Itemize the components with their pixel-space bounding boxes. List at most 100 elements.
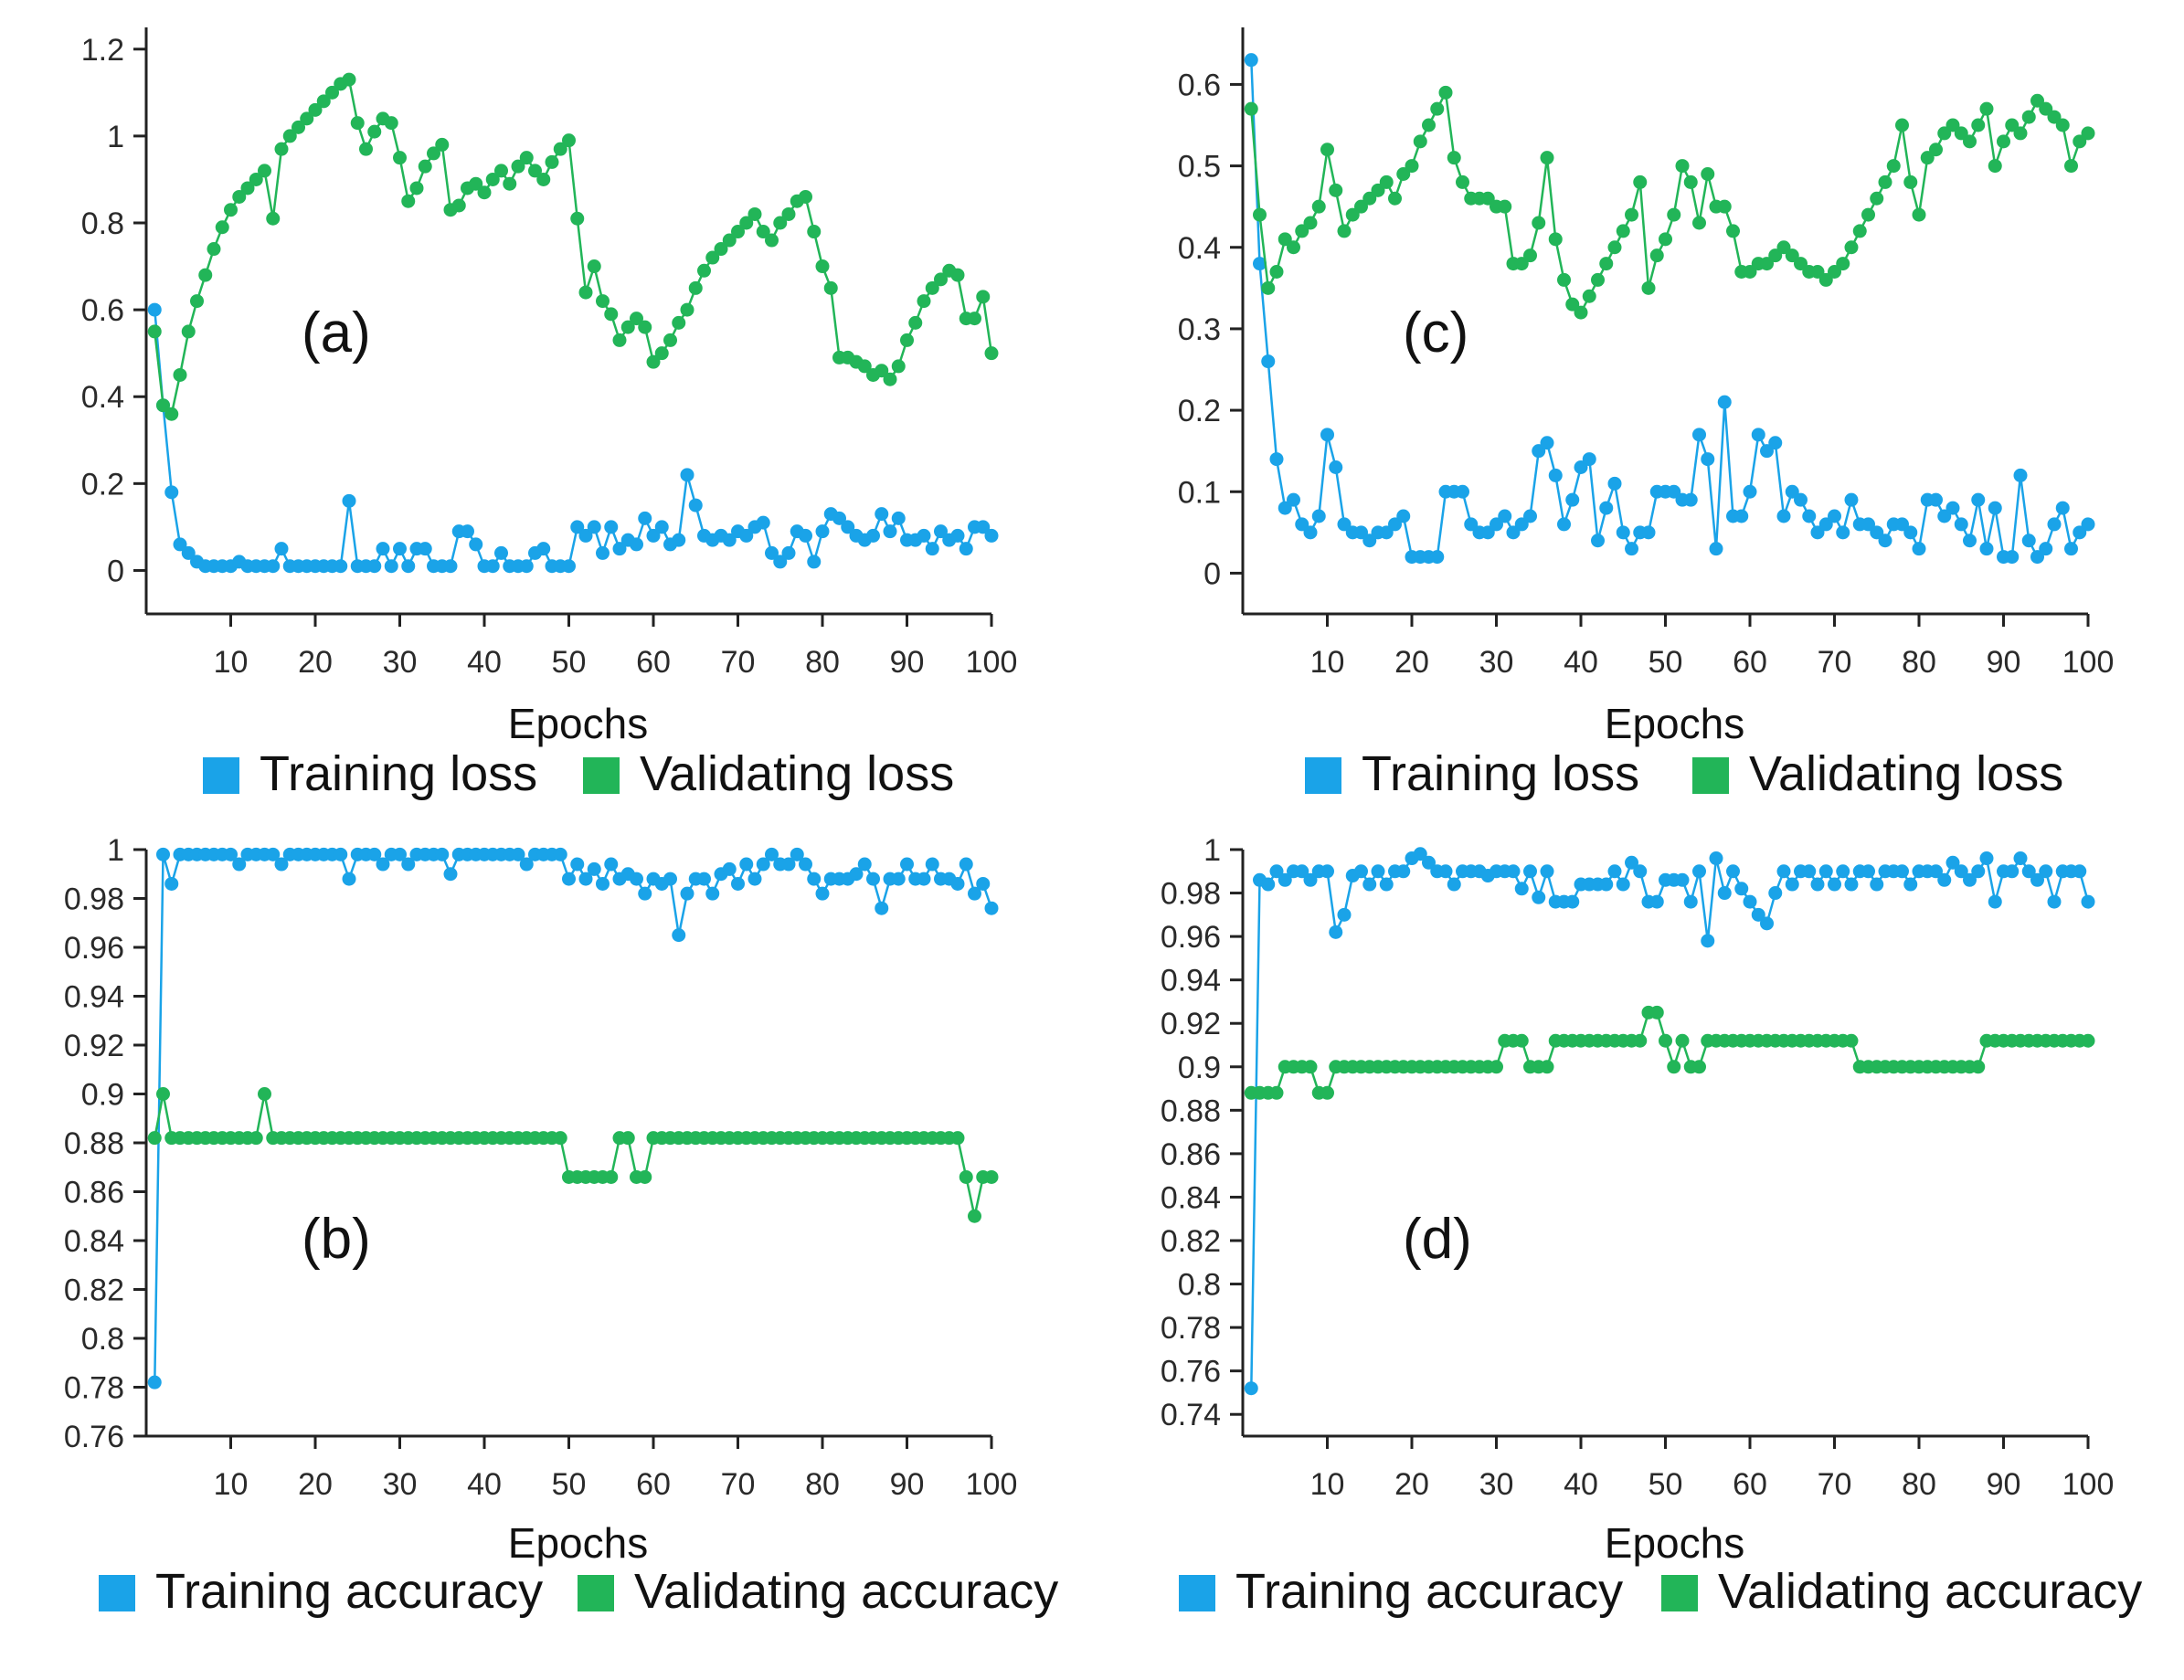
data-point	[950, 876, 965, 891]
x-tick-label: 60	[636, 1467, 671, 1502]
data-point	[1514, 1033, 1529, 1048]
data-point	[570, 211, 585, 226]
data-point	[900, 857, 914, 872]
data-point	[1692, 428, 1706, 442]
data-point	[1591, 534, 1605, 548]
data-point	[469, 176, 483, 191]
data-point	[342, 72, 356, 87]
data-point	[1633, 1033, 1648, 1048]
data-point	[503, 176, 517, 191]
data-point	[2030, 93, 2044, 108]
panel-label: (b)	[302, 1208, 371, 1271]
x-tick-label: 40	[1564, 1467, 1598, 1502]
y-tick-label: 0.8	[81, 1322, 124, 1357]
data-point	[1810, 877, 1825, 892]
data-point	[959, 542, 973, 556]
series-line	[1250, 852, 2090, 1389]
data-point	[519, 151, 534, 165]
data-point	[587, 259, 601, 274]
y-tick-label: 0.76	[64, 1420, 124, 1454]
data-point	[1929, 143, 1943, 157]
data-point	[697, 263, 711, 278]
series-training	[147, 302, 999, 574]
data-point	[1768, 248, 1783, 263]
data-point	[722, 533, 737, 547]
data-point	[232, 189, 247, 204]
data-point	[181, 545, 196, 560]
data-point	[950, 528, 965, 543]
data-point	[638, 320, 652, 334]
data-point	[1810, 265, 1825, 279]
data-point	[494, 164, 508, 178]
data-point	[443, 867, 458, 882]
panel-c: 0 0.1 0.2 0.3 0.4 0.5 0.6 10 20 30 40 50 60 70 80 90 100…	[1178, 27, 2114, 801]
x-tick-label: 10	[1310, 645, 1345, 680]
data-point	[578, 285, 593, 300]
data-point	[688, 280, 703, 295]
data-point	[553, 142, 567, 156]
y-tick-label: 0.4	[1178, 231, 1221, 266]
data-point	[596, 545, 610, 560]
data-point	[1895, 517, 1909, 532]
data-point	[1379, 525, 1394, 540]
data-point	[1768, 436, 1783, 450]
legend-label: Training loss	[260, 746, 537, 801]
data-point	[1641, 280, 1656, 295]
data-point	[2021, 110, 2036, 124]
data-point	[1362, 877, 1377, 892]
data-point	[1523, 509, 1537, 523]
data-point	[2005, 864, 2020, 879]
data-point	[435, 847, 450, 861]
data-point	[2047, 517, 2062, 532]
data-point	[485, 559, 500, 574]
data-point	[1388, 191, 1402, 206]
data-point	[663, 333, 677, 347]
legend-label: Training accuracy	[155, 1564, 543, 1619]
data-point	[1625, 542, 1638, 556]
data-point	[1785, 484, 1799, 499]
data-point	[1743, 265, 1757, 279]
data-point	[612, 542, 627, 556]
data-point	[1945, 855, 1960, 870]
y-tick-label: 0.78	[64, 1371, 124, 1406]
data-point	[2047, 894, 2062, 909]
data-point	[1870, 191, 1884, 206]
data-point	[1861, 517, 1875, 532]
data-point	[1802, 509, 1817, 523]
data-point	[646, 528, 661, 543]
data-point	[968, 312, 981, 326]
data-point	[1278, 232, 1292, 247]
data-point	[1768, 886, 1783, 901]
data-point	[578, 872, 593, 886]
x-tick-label: 20	[1394, 1467, 1429, 1502]
x-tick-label: 90	[1987, 1467, 2021, 1502]
data-point	[2081, 894, 2095, 909]
data-point	[1582, 452, 1596, 467]
data-point	[1641, 525, 1656, 540]
data-point	[1903, 525, 1918, 540]
data-point	[807, 225, 822, 239]
data-point	[1810, 525, 1825, 540]
data-point	[1988, 159, 2002, 174]
data-point	[1683, 894, 1698, 909]
y-tick-label: 0.94	[64, 980, 124, 1015]
data-point	[1430, 101, 1445, 116]
data-point	[722, 233, 737, 248]
data-point	[739, 857, 754, 872]
data-point	[511, 847, 525, 861]
data-point	[1625, 207, 1638, 222]
data-point	[1709, 851, 1723, 866]
data-point	[866, 872, 880, 886]
data-point	[968, 1209, 981, 1223]
data-point	[164, 485, 179, 500]
data-point	[2047, 110, 2062, 124]
x-tick-label: 90	[890, 645, 925, 680]
data-point	[1337, 224, 1352, 238]
data-point	[274, 142, 289, 156]
data-point	[1988, 501, 2002, 515]
data-point	[418, 542, 432, 556]
data-point	[900, 333, 914, 347]
data-point	[968, 886, 981, 901]
x-tick-label: 70	[721, 645, 756, 680]
y-tick-label: 0.82	[1161, 1224, 1221, 1259]
